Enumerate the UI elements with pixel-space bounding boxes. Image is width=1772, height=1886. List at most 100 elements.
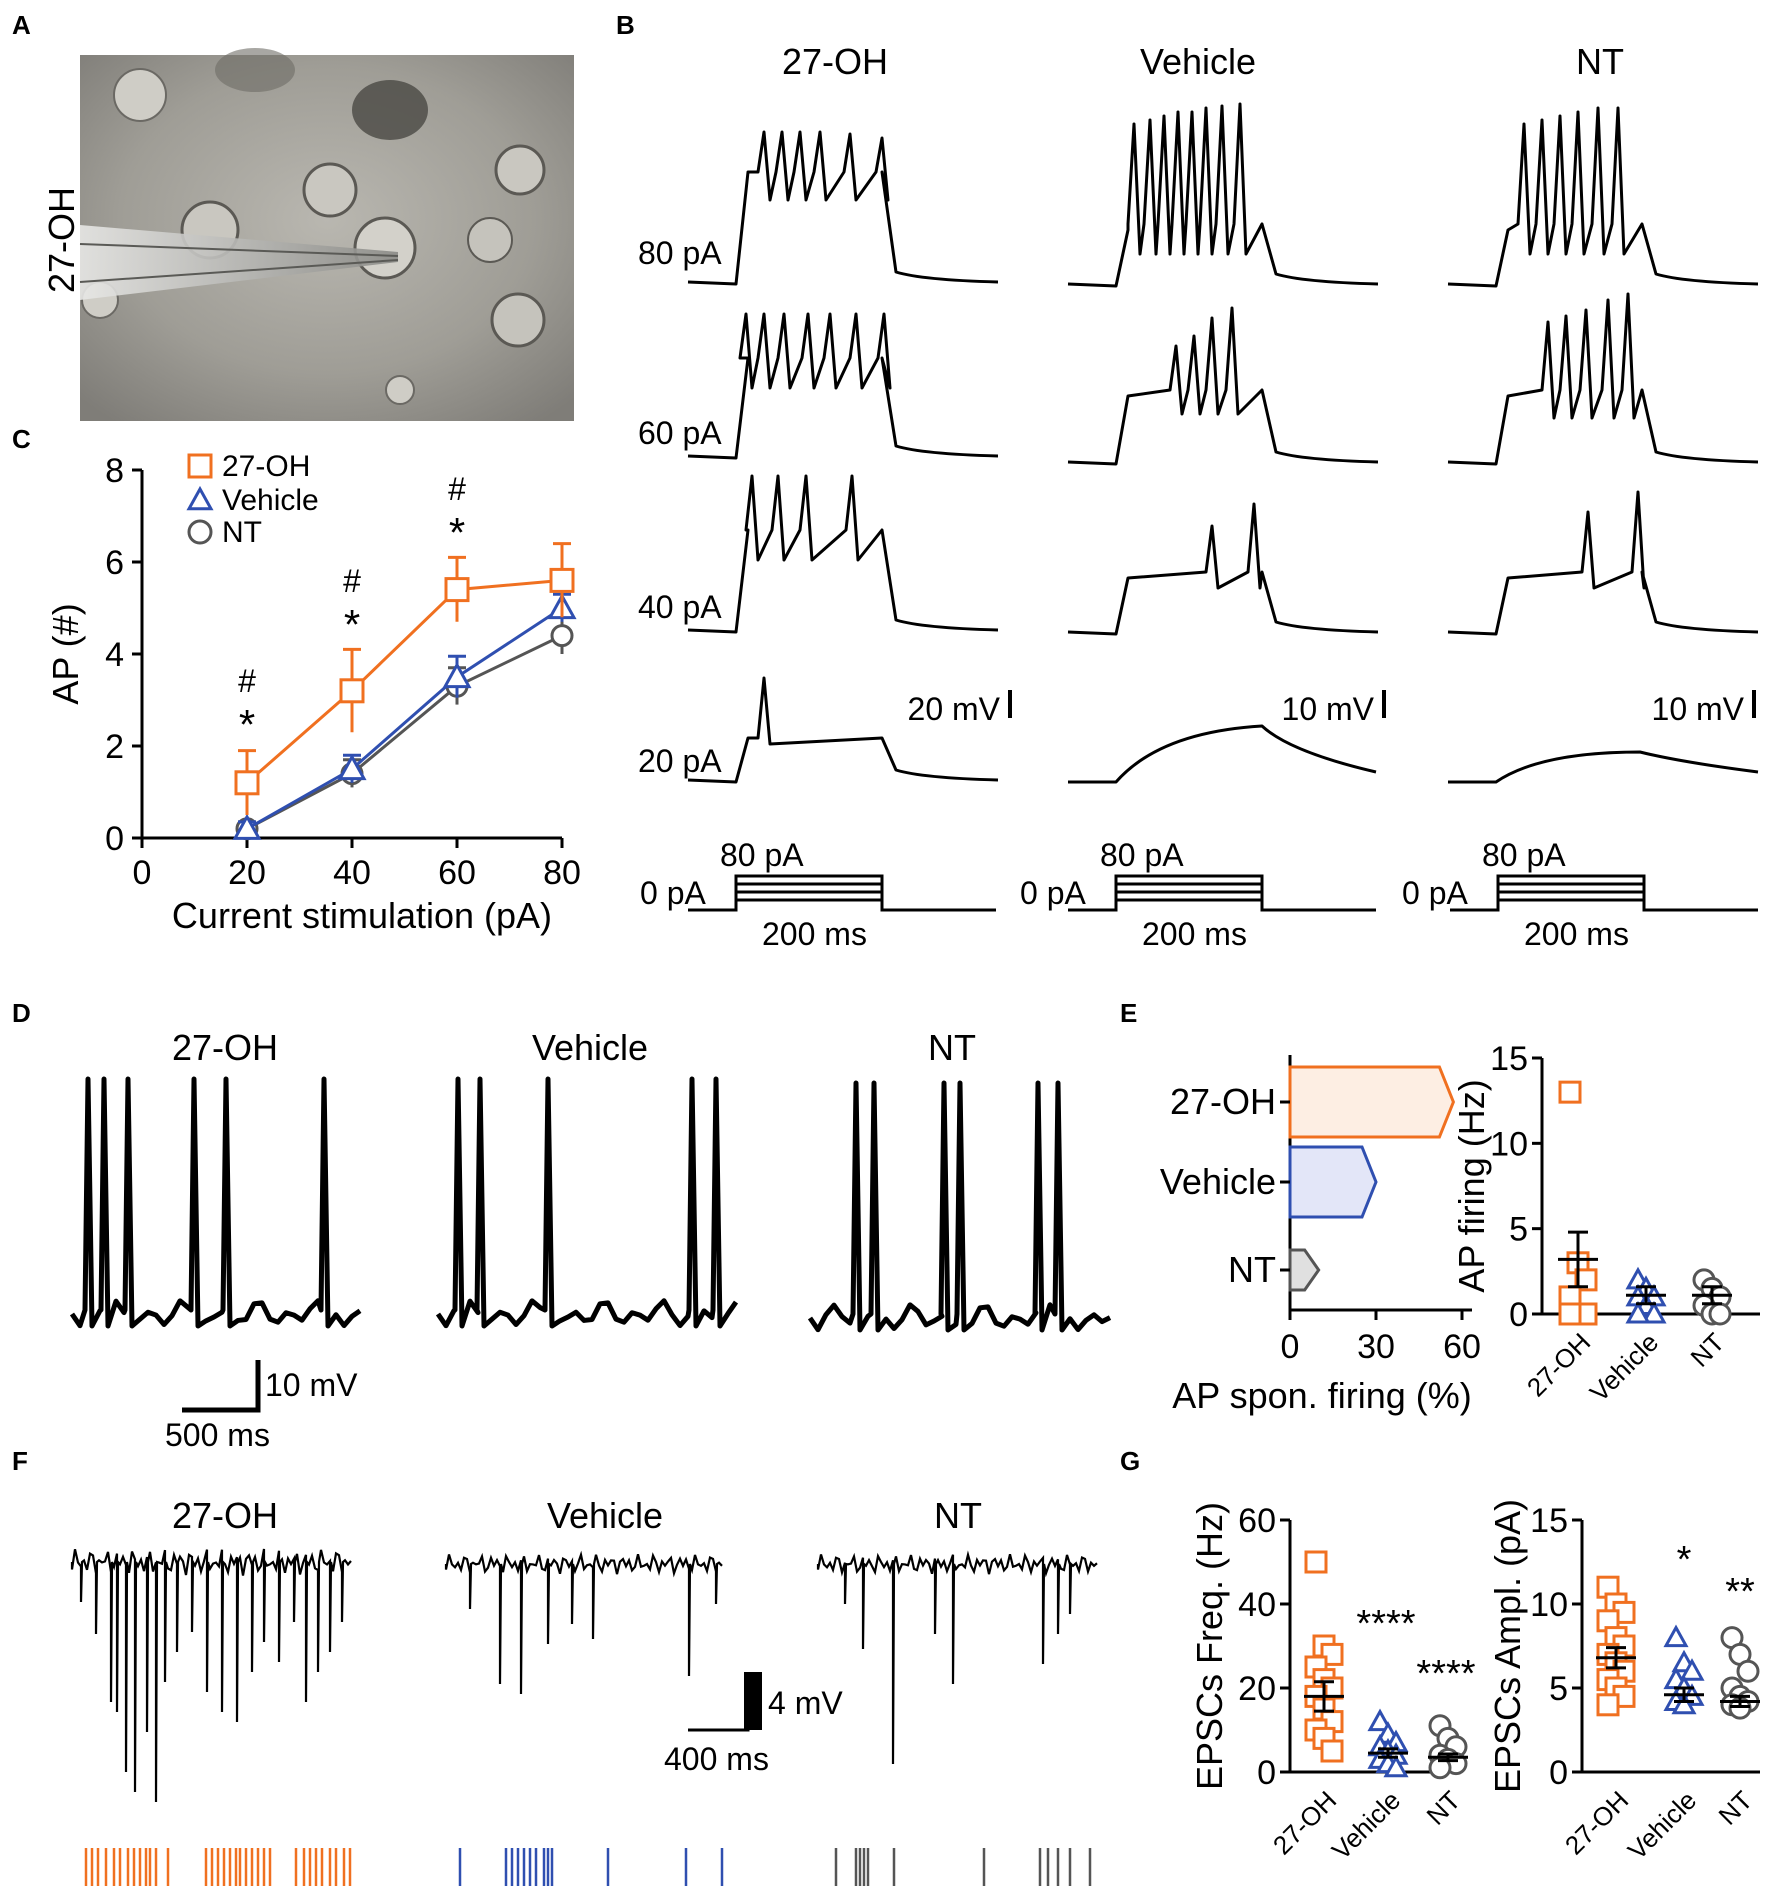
panel-b-scale-nt: 10 mV	[1652, 691, 1745, 727]
y-axis-label: AP firing (Hz)	[1451, 1079, 1492, 1292]
data-point	[1304, 1550, 1328, 1574]
voltage-trace	[1447, 292, 1759, 466]
panel-letter-d: D	[12, 998, 31, 1028]
x-tick-label: 80	[543, 854, 581, 892]
category-label: NT	[1713, 1785, 1759, 1831]
x-tick-label: 0	[1281, 1328, 1300, 1366]
voltage-trace	[687, 312, 999, 460]
panel-a-label: 27-OH	[41, 187, 82, 293]
panel-d-title-nt: NT	[928, 1027, 976, 1068]
x-tick-label: 0	[133, 854, 152, 892]
data-point	[1708, 1302, 1732, 1326]
data-point	[232, 813, 262, 840]
data-point	[1641, 1300, 1667, 1324]
data-point	[550, 624, 574, 648]
stim-top-label: 80 pA	[1100, 837, 1184, 873]
stim-duration-label: 200 ms	[762, 916, 867, 952]
y-axis-label: AP (#)	[45, 603, 86, 704]
panel-f-title-nt: NT	[934, 1495, 982, 1536]
panel-b-row-80pa: 80 pA	[638, 235, 722, 271]
y-tick-label: 15	[1530, 1502, 1568, 1540]
legend-label: 27-OH	[222, 450, 310, 483]
panel-b-title-vehicle: Vehicle	[1140, 41, 1256, 82]
annotation-hash: #	[448, 471, 466, 507]
panel-f-scale-t: 400 ms	[664, 1741, 769, 1777]
panel-d-scale-bar: 10 mV 500 ms	[165, 1360, 358, 1453]
panel-b-row-60pa: 60 pA	[638, 415, 722, 451]
voltage-trace	[687, 676, 999, 784]
panel-d-scale-v: 10 mV	[265, 1367, 358, 1403]
chart-e-left: 0 30 60 AP spon. firing (%) 27-OH Vehicle NT	[1160, 1055, 1481, 1416]
data-point	[337, 753, 367, 781]
y-tick-label: 0	[105, 820, 124, 858]
panel-letter-f: F	[12, 1446, 28, 1476]
panel-b-scale-bars: 20 mV 10 mV 10 mV	[908, 690, 1756, 727]
data-point	[1625, 1300, 1651, 1324]
micrograph	[79, 48, 574, 421]
stim-base-label: 0 pA	[640, 875, 706, 911]
panel-letter-g: G	[1120, 1446, 1140, 1476]
series-line	[246, 634, 563, 831]
panel-f-scale-v: 4 mV	[768, 1685, 843, 1721]
x-tick-label: 60	[438, 854, 476, 892]
annotation-star: *	[239, 701, 255, 748]
y-tick-label: 6	[105, 544, 124, 582]
y-tick-label: 8	[105, 452, 124, 490]
stim-base-label: 0 pA	[1402, 875, 1468, 911]
panel-letter-a: A	[12, 10, 31, 40]
bar	[1288, 1065, 1456, 1139]
voltage-trace	[687, 474, 999, 634]
x-tick-label: 40	[333, 854, 371, 892]
x-axis-label: Current stimulation (pA)	[172, 895, 552, 936]
y-axis-label: EPSCs Ampl. (pA)	[1487, 1499, 1528, 1793]
panel-f-title-vehicle: Vehicle	[547, 1495, 663, 1536]
voltage-trace	[69, 1076, 362, 1329]
data-point	[1558, 1302, 1582, 1326]
stim-top-label: 80 pA	[1482, 837, 1566, 873]
category-label: NT	[1685, 1327, 1731, 1373]
x-tick-label: 20	[228, 854, 266, 892]
panel-b-stim-nt: 80 pA 0 pA 200 ms	[1402, 837, 1758, 952]
category-label: 27-OH	[1170, 1081, 1276, 1122]
panel-d-title-27oh: 27-OH	[172, 1027, 278, 1068]
legend-marker	[187, 519, 213, 545]
y-tick-label: 15	[1490, 1040, 1528, 1078]
panel-letter-c: C	[12, 424, 31, 454]
voltage-trace	[1447, 106, 1759, 288]
x-tick-label: 30	[1357, 1328, 1395, 1366]
data-point	[1558, 1080, 1582, 1104]
y-tick-label: 10	[1530, 1586, 1568, 1624]
current-trace	[444, 1550, 723, 1695]
panel-f-event-rasters	[84, 1848, 1092, 1886]
data-point	[234, 770, 260, 796]
panel-b-row-40pa: 40 pA	[638, 589, 722, 625]
y-tick-label: 40	[1238, 1586, 1276, 1624]
series-line	[246, 606, 563, 831]
y-tick-label: 0	[1257, 1754, 1276, 1792]
y-tick-label: 0	[1509, 1296, 1528, 1334]
panel-d-scale-t: 500 ms	[165, 1417, 270, 1453]
data-point	[1679, 1658, 1705, 1681]
bar	[1288, 1248, 1321, 1292]
category-label: 27-OH	[1521, 1327, 1596, 1402]
panel-letter-e: E	[1120, 998, 1137, 1028]
legend-marker	[187, 453, 213, 479]
series-line	[246, 578, 563, 784]
data-point	[1320, 1739, 1344, 1763]
panel-b-stim-vehicle: 80 pA 0 pA 200 ms	[1020, 837, 1376, 952]
panel-letter-b: B	[616, 10, 635, 40]
bar	[1288, 1145, 1378, 1219]
category-label: Vehicle	[1622, 1785, 1702, 1865]
annotation-hash: #	[343, 563, 361, 599]
y-tick-label: 20	[1238, 1670, 1276, 1708]
x-axis-label: AP spon. firing (%)	[1172, 1375, 1471, 1416]
y-tick-label: 5	[1509, 1211, 1528, 1249]
panel-b-row-20pa: 20 pA	[638, 743, 722, 779]
category-label: NT	[1228, 1249, 1276, 1290]
current-trace	[70, 1548, 352, 1803]
